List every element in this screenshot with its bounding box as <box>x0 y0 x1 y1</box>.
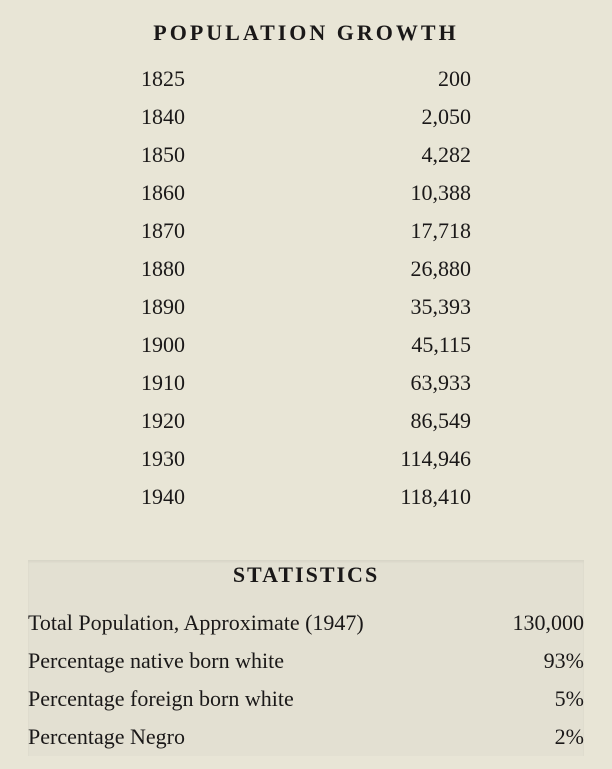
statistics-title: STATISTICS <box>28 562 584 588</box>
statistics-label: Total Population, Approximate (1947) <box>28 612 364 634</box>
statistics-row: Percentage Negro 2% <box>28 718 584 756</box>
population-row: 1920 86,549 <box>141 402 471 440</box>
statistics-label: Percentage Negro <box>28 726 185 748</box>
population-value: 4,282 <box>311 144 471 166</box>
population-value: 45,115 <box>311 334 471 356</box>
population-row: 1860 10,388 <box>141 174 471 212</box>
population-row: 1930 114,946 <box>141 440 471 478</box>
population-value: 114,946 <box>311 448 471 470</box>
statistics-row: Total Population, Approximate (1947) 130… <box>28 604 584 642</box>
statistics-label: Percentage native born white <box>28 650 284 672</box>
population-row: 1850 4,282 <box>141 136 471 174</box>
statistics-row: Percentage native born white 93% <box>28 642 584 680</box>
population-row: 1890 35,393 <box>141 288 471 326</box>
population-row: 1940 118,410 <box>141 478 471 516</box>
population-row: 1910 63,933 <box>141 364 471 402</box>
population-row: 1900 45,115 <box>141 326 471 364</box>
population-row: 1825 200 <box>141 60 471 98</box>
population-value: 118,410 <box>311 486 471 508</box>
statistics-value: 130,000 <box>474 612 584 634</box>
population-row: 1870 17,718 <box>141 212 471 250</box>
population-year: 1840 <box>141 106 221 128</box>
population-year: 1880 <box>141 258 221 280</box>
statistics-value: 2% <box>474 726 584 748</box>
population-value: 63,933 <box>311 372 471 394</box>
population-value: 35,393 <box>311 296 471 318</box>
statistics-row: Percentage foreign born white 5% <box>28 680 584 718</box>
population-value: 86,549 <box>311 410 471 432</box>
statistics-label: Percentage foreign born white <box>28 688 294 710</box>
population-value: 26,880 <box>311 258 471 280</box>
population-year: 1900 <box>141 334 221 356</box>
page: POPULATION GROWTH 1825 200 1840 2,050 18… <box>0 0 612 756</box>
population-value: 2,050 <box>311 106 471 128</box>
population-year: 1920 <box>141 410 221 432</box>
population-value: 200 <box>311 68 471 90</box>
population-year: 1860 <box>141 182 221 204</box>
population-row: 1880 26,880 <box>141 250 471 288</box>
population-growth-table: 1825 200 1840 2,050 1850 4,282 1860 10,3… <box>141 60 471 516</box>
population-row: 1840 2,050 <box>141 98 471 136</box>
statistics-section: STATISTICS Total Population, Approximate… <box>28 560 584 756</box>
statistics-value: 93% <box>474 650 584 672</box>
population-value: 17,718 <box>311 220 471 242</box>
population-year: 1910 <box>141 372 221 394</box>
population-year: 1870 <box>141 220 221 242</box>
population-growth-title: POPULATION GROWTH <box>28 20 584 46</box>
population-year: 1850 <box>141 144 221 166</box>
population-value: 10,388 <box>311 182 471 204</box>
statistics-value: 5% <box>474 688 584 710</box>
population-year: 1940 <box>141 486 221 508</box>
population-year: 1890 <box>141 296 221 318</box>
population-year: 1930 <box>141 448 221 470</box>
population-year: 1825 <box>141 68 221 90</box>
